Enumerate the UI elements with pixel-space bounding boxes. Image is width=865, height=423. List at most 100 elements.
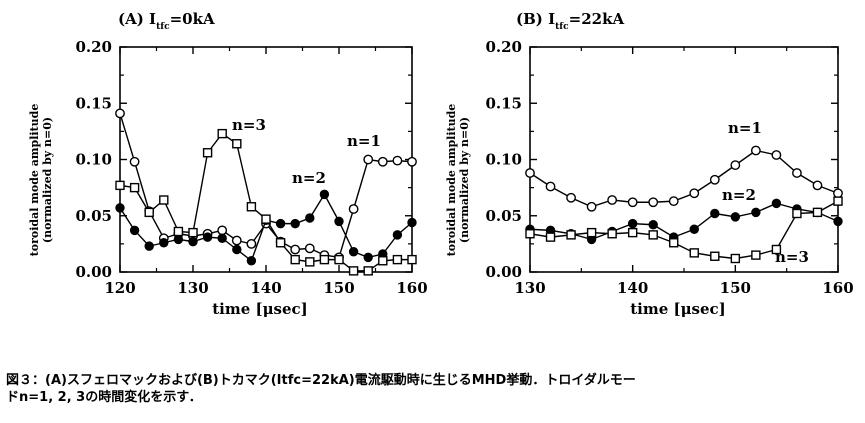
series-line — [529, 149, 839, 208]
data-point — [771, 150, 782, 160]
x-tick-label: 150 — [323, 279, 354, 297]
x-tick-label: 140 — [617, 279, 648, 297]
y-tick-label: 0.10 — [75, 151, 112, 169]
chart-title: (B) Itfc=22kA — [516, 10, 624, 32]
data-point — [305, 213, 315, 223]
data-point — [231, 235, 242, 246]
data-point — [305, 257, 315, 267]
data-point — [812, 207, 823, 218]
data-point — [607, 229, 617, 239]
data-point — [290, 218, 300, 229]
data-point — [144, 207, 154, 218]
data-point — [545, 181, 556, 192]
data-point — [566, 230, 576, 240]
series-annotation: n=3 — [232, 116, 266, 134]
data-point — [348, 247, 359, 257]
data-point — [627, 197, 638, 208]
x-axis-label: time [μsec] — [212, 300, 308, 318]
data-point — [115, 203, 125, 213]
chart-title-suffix: =0kA — [170, 10, 215, 28]
data-point — [710, 208, 720, 219]
series-annotation: n=1 — [347, 132, 381, 150]
caption-line-2: ドn=1, 2, 3の時間変化を示す． — [6, 390, 202, 405]
data-point — [290, 254, 300, 265]
chart-title-main: (A) I — [118, 10, 156, 28]
chart-title-main: (B) I — [516, 10, 555, 28]
data-point — [407, 254, 417, 265]
y-tick-label: 0.00 — [485, 263, 522, 281]
chart-panel-a: (A) Itfc=0kA 120 130 140 150 160 0.00 0.05 0.10 0… — [28, 10, 428, 318]
data-point — [689, 224, 699, 234]
y-axis-label-2: (normalized by n=0) — [458, 117, 471, 243]
series-annotation: n=2 — [722, 186, 756, 204]
data-point — [771, 198, 782, 209]
data-point — [648, 220, 658, 230]
y-tick-label: 0.00 — [75, 263, 112, 281]
data-point — [833, 216, 843, 227]
chart-title-subscript: tfc — [555, 22, 569, 32]
data-point — [290, 244, 301, 255]
data-point — [525, 168, 535, 178]
data-point — [348, 266, 359, 276]
data-point — [689, 248, 699, 258]
data-point — [319, 189, 330, 200]
data-point — [586, 227, 597, 238]
data-point — [217, 128, 227, 139]
data-point — [751, 250, 761, 260]
x-tick-label: 140 — [250, 279, 281, 297]
data-point — [304, 243, 315, 254]
series-n=3 — [115, 128, 417, 276]
data-point — [586, 201, 597, 212]
figure-caption: 図３：(A)スフェロマックおよび(B)トカマク(Itfc=22kA)電流駆動時に… — [6, 372, 856, 406]
data-point — [792, 168, 802, 178]
chart-title-subscript: tfc — [156, 22, 170, 32]
y-tick-label: 0.10 — [485, 151, 522, 169]
series-line — [529, 200, 839, 260]
chart-title: (A) Itfc=0kA — [118, 10, 215, 32]
data-point — [750, 145, 761, 156]
data-point — [129, 156, 140, 167]
y-tick-label: 0.15 — [485, 94, 522, 112]
data-point — [159, 195, 169, 205]
x-tick-label: 120 — [104, 279, 135, 297]
data-point — [144, 241, 154, 251]
data-point — [115, 180, 125, 191]
series-n=1 — [525, 145, 843, 212]
series-line — [529, 202, 839, 241]
data-point — [812, 180, 823, 191]
series-annotation: n=1 — [728, 119, 762, 137]
x-tick-label: 130 — [177, 279, 208, 297]
data-point — [363, 252, 373, 263]
y-tick-label: 0.05 — [75, 207, 112, 225]
data-point — [792, 208, 802, 219]
data-point — [648, 230, 658, 240]
series-annotation: n=2 — [292, 169, 326, 187]
data-point — [232, 139, 242, 149]
data-point — [202, 232, 213, 242]
data-point — [545, 232, 556, 242]
data-point — [607, 195, 618, 205]
data-point — [710, 251, 720, 261]
y-axis-label-2: (normalized by n=0) — [41, 117, 54, 243]
data-point — [833, 188, 843, 199]
data-point — [319, 254, 330, 265]
x-tick-label: 160 — [822, 279, 853, 297]
data-point — [751, 207, 761, 218]
x-tick-label: 150 — [720, 279, 751, 297]
data-point — [348, 204, 359, 214]
y-axis-label: toroidal mode amplitude — [445, 104, 458, 257]
y-axis-label: toroidal mode amplitude — [28, 104, 41, 257]
data-point — [363, 266, 373, 276]
chart-panel-b: (B) Itfc=22kA 130 140 150 160 0.00 0.05 0.10 0.1… — [445, 10, 854, 318]
x-tick-label: 160 — [396, 279, 427, 297]
data-point — [407, 217, 417, 228]
data-point — [173, 226, 184, 237]
data-point — [217, 233, 227, 243]
data-point — [709, 174, 720, 185]
plot-frame — [529, 46, 839, 273]
y-tick-label: 0.20 — [485, 38, 522, 56]
caption-line-1: 図３：(A)スフェロマックおよび(B)トカマク(Itfc=22kA)電流駆動時に… — [6, 373, 636, 388]
data-point — [377, 156, 388, 167]
series-annotation: n=3 — [775, 248, 809, 266]
